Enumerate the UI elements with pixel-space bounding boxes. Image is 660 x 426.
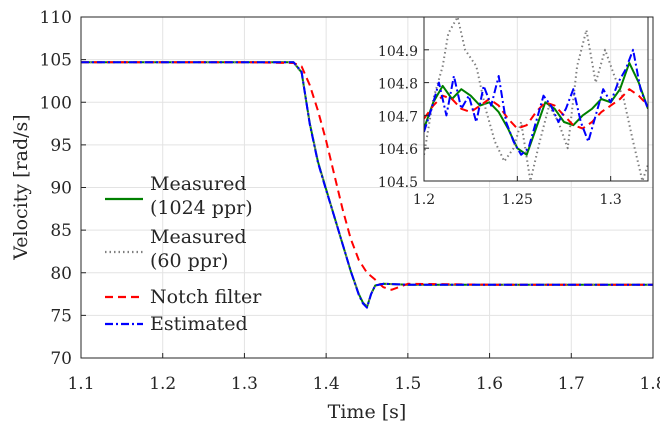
- main-y-ticks: 70 75 80 85 90 95 100 105 110: [40, 8, 86, 369]
- inset-series-measured-60-ppr: [424, 17, 648, 181]
- main-x-tick-label: 1.1: [67, 374, 94, 394]
- main-y-tick-label: 85: [50, 221, 72, 241]
- main-x-tick-label: 1.4: [313, 374, 340, 394]
- main-y-tick-label: 95: [50, 136, 72, 156]
- inset-x-tick-label: 1.25: [502, 192, 533, 208]
- legend-label-notch-filter: Notch filter: [150, 286, 262, 308]
- inset-series-notch-filter: [424, 88, 648, 130]
- main-y-tick-label: 110: [40, 8, 72, 28]
- inset-series-estimated: [424, 48, 648, 156]
- legend-label-estimated: Estimated: [150, 313, 248, 335]
- main-x-tick-label: 1.3: [231, 374, 258, 394]
- main-y-tick-label: 70: [50, 349, 72, 369]
- inset-y-tick-label: 104.8: [378, 77, 418, 93]
- inset-y-tick-label: 104.7: [378, 109, 418, 125]
- x-axis-label: Time [s]: [328, 401, 407, 423]
- inset-y-tick-label: 104.6: [378, 142, 418, 158]
- legend-label-measured-1024-line1: Measured: [150, 173, 247, 195]
- main-y-tick-label: 75: [50, 306, 72, 326]
- main-x-tick-label: 1.6: [476, 374, 503, 394]
- legend-label-measured-60-line2: (60 ppr): [150, 250, 228, 272]
- inset-y-ticks: 104.5 104.6 104.7 104.8 104.9: [378, 44, 429, 191]
- inset-x-ticks: 1.2 1.25 1.3: [413, 176, 622, 208]
- legend-label-measured-60-line1: Measured: [150, 226, 247, 248]
- inset-frame: [423, 16, 649, 182]
- inset-series-group: [424, 17, 648, 181]
- y-axis-label: Velocity [rad/s]: [10, 114, 32, 260]
- main-x-tick-label: 1.5: [394, 374, 421, 394]
- inset-x-tick-label: 1.2: [413, 192, 435, 208]
- main-x-tick-label: 1.7: [558, 374, 585, 394]
- main-y-tick-label: 100: [40, 93, 72, 113]
- legend-label-measured-1024-line2: (1024 ppr): [150, 197, 253, 219]
- inset-y-tick-label: 104.5: [378, 175, 418, 191]
- inset-y-tick-label: 104.9: [378, 44, 418, 60]
- main-y-tick-label: 105: [40, 51, 72, 71]
- inset-x-tick-label: 1.3: [600, 192, 622, 208]
- main-series-group: [81, 61, 653, 309]
- main-y-tick-label: 90: [50, 179, 72, 199]
- main-x-ticks: 1.1 1.2 1.3 1.4 1.5 1.6 1.7 1.8: [67, 353, 660, 394]
- main-x-tick-label: 1.2: [149, 374, 176, 394]
- main-y-tick-label: 80: [50, 264, 72, 284]
- legend: Measured (1024 ppr) Measured (60 ppr) No…: [105, 173, 262, 335]
- main-x-tick-label: 1.8: [639, 374, 660, 394]
- main-series-estimated: [81, 61, 653, 309]
